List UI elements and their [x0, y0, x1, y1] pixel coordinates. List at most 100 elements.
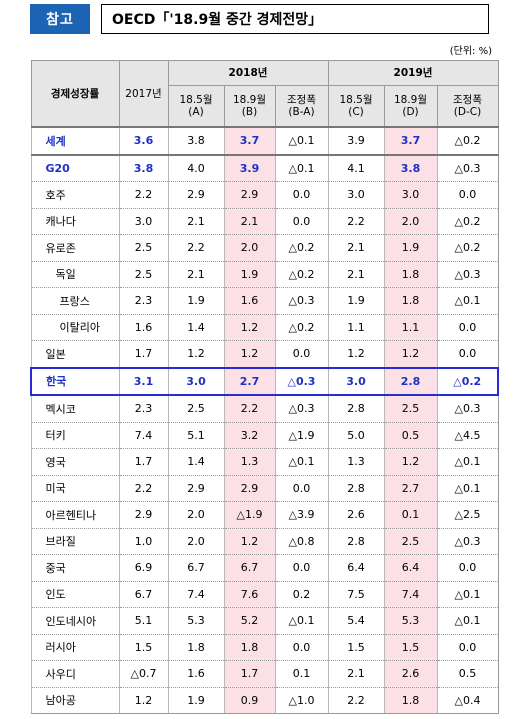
value-18-5-c: 1.3 [327, 448, 385, 476]
table-row: 독일 2.5 2.1 1.9 △0.2 2.1 1.8 △0.3 [30, 261, 499, 288]
unit-label: (단위: %) [449, 46, 492, 57]
value-18-5-a: 5.1 [167, 422, 225, 449]
country-name: 유로존 [30, 234, 120, 262]
country-name: 세계 [30, 126, 120, 155]
value-18-5-a: 3.0 [167, 366, 225, 396]
value-adj-dc: △0.2 [436, 366, 499, 396]
value-18-5-c: 2.6 [327, 501, 385, 529]
value-18-5-c: 1.1 [327, 314, 385, 341]
country-name: 브라질 [30, 528, 120, 555]
value-18-5-a: 1.9 [167, 287, 225, 315]
value-18-5-a: 1.4 [167, 314, 225, 341]
value-18-9-d: 6.4 [383, 554, 438, 582]
value-18-9-b: 6.7 [223, 554, 276, 582]
value-18-9-b: 1.6 [223, 287, 276, 315]
value-18-9-b: 2.1 [223, 208, 276, 235]
value-2017: 2.2 [118, 475, 169, 502]
value-18-5-a: 2.1 [167, 261, 225, 288]
value-2017: 6.9 [118, 554, 169, 582]
country-name: 사우디 [30, 660, 120, 688]
table-row: 인도 6.7 7.4 7.6 0.2 7.5 7.4 △0.1 [30, 581, 499, 608]
value-18-5-a: 7.4 [167, 581, 225, 608]
value-adj-dc: △0.3 [436, 395, 499, 423]
country-name: 프랑스 [30, 287, 120, 315]
value-adj-ba: 0.0 [274, 475, 329, 502]
value-18-5-a: 4.0 [167, 153, 225, 182]
value-18-9-b: 2.2 [223, 395, 276, 423]
value-18-5-a: 2.9 [167, 475, 225, 502]
value-18-9-b: 1.2 [223, 340, 276, 368]
table-row: 일본 1.7 1.2 1.2 0.0 1.2 1.2 0.0 [30, 340, 499, 368]
value-18-5-a: 1.9 [167, 687, 225, 714]
value-2017: 2.3 [118, 287, 169, 315]
value-18-9-b: 5.2 [223, 607, 276, 635]
value-18-5-c: 6.4 [327, 554, 385, 582]
value-adj-dc: 0.0 [436, 554, 499, 582]
value-18-9-d: 1.2 [383, 340, 438, 368]
value-18-5-c: 2.1 [327, 660, 385, 688]
value-2017: 3.0 [118, 208, 169, 235]
value-18-5-a: 1.8 [167, 634, 225, 661]
value-18-9-b: 3.9 [223, 153, 276, 182]
value-2017: 3.1 [118, 366, 169, 396]
value-adj-dc: △0.4 [436, 687, 499, 714]
value-18-5-c: 2.1 [327, 234, 385, 262]
value-adj-dc: △0.1 [436, 475, 499, 502]
value-adj-ba: △0.3 [274, 366, 329, 396]
value-adj-ba: 0.0 [274, 181, 329, 209]
country-name: 인도 [30, 581, 120, 608]
value-18-9-b: 3.7 [223, 126, 276, 155]
value-18-5-c: 3.0 [327, 366, 385, 396]
table-row: 호주 2.2 2.9 2.9 0.0 3.0 3.0 0.0 [30, 181, 499, 209]
value-18-5-a: 1.2 [167, 340, 225, 368]
reference-badge: 참고 [30, 4, 90, 34]
value-18-5-a: 2.0 [167, 501, 225, 529]
country-name: 한국 [30, 366, 120, 396]
value-18-9-d: 2.7 [383, 475, 438, 502]
value-2017: 1.2 [118, 687, 169, 714]
value-18-9-b: 1.3 [223, 448, 276, 476]
value-2017: 1.6 [118, 314, 169, 341]
header-2018: 2018년 [167, 60, 329, 86]
value-2017: 2.5 [118, 261, 169, 288]
value-18-9-d: 3.8 [383, 153, 438, 182]
table-row: 프랑스 2.3 1.9 1.6 △0.3 1.9 1.8 △0.1 [30, 287, 499, 315]
value-adj-dc: 0.0 [436, 181, 499, 209]
value-18-9-d: 2.6 [383, 660, 438, 688]
value-18-9-d: 0.1 [383, 501, 438, 529]
value-18-5-a: 2.5 [167, 395, 225, 423]
value-18-5-c: 4.1 [327, 153, 385, 182]
value-18-5-c: 2.2 [327, 687, 385, 714]
value-adj-ba: 0.0 [274, 554, 329, 582]
value-adj-dc: △0.2 [436, 234, 499, 262]
table-row: 영국 1.7 1.4 1.3 △0.1 1.3 1.2 △0.1 [30, 448, 499, 476]
country-name: 러시아 [30, 634, 120, 661]
table-row: 세계 3.6 3.8 3.7 △0.1 3.9 3.7 △0.2 [30, 126, 499, 155]
country-name: G20 [30, 153, 120, 182]
value-18-9-d: 2.8 [383, 366, 438, 396]
country-name: 인도네시아 [30, 607, 120, 635]
value-2017: 2.2 [118, 181, 169, 209]
value-2017: 1.7 [118, 448, 169, 476]
value-18-9-d: 2.0 [383, 208, 438, 235]
value-18-9-b: 2.7 [223, 366, 276, 396]
value-18-5-c: 1.5 [327, 634, 385, 661]
value-18-5-c: 1.2 [327, 340, 385, 368]
country-name: 멕시코 [30, 395, 120, 423]
value-adj-ba: 0.1 [274, 660, 329, 688]
value-adj-ba: △0.1 [274, 126, 329, 155]
header-18-5-c: 18.5월 (C) [327, 85, 385, 128]
value-18-9-d: 5.3 [383, 607, 438, 635]
table-row: 아르헨티나 2.9 2.0 △1.9 △3.9 2.6 0.1 △2.5 [30, 501, 499, 529]
country-name: 아르헨티나 [30, 501, 120, 529]
header-18-5-a: 18.5월 (A) [167, 85, 225, 128]
value-2017: 3.8 [118, 153, 169, 182]
table-row: 인도네시아 5.1 5.3 5.2 △0.1 5.4 5.3 △0.1 [30, 607, 499, 635]
table-row: 이탈리아 1.6 1.4 1.2 △0.2 1.1 1.1 0.0 [30, 314, 499, 341]
value-18-5-c: 2.8 [327, 528, 385, 555]
report-title: OECD「'18.9월 중간 경제전망」 [101, 4, 489, 34]
value-18-5-a: 2.9 [167, 181, 225, 209]
value-adj-ba: △0.2 [274, 234, 329, 262]
value-18-9-d: 1.1 [383, 314, 438, 341]
header-18-9-d: 18.9월 (D) [383, 85, 438, 128]
